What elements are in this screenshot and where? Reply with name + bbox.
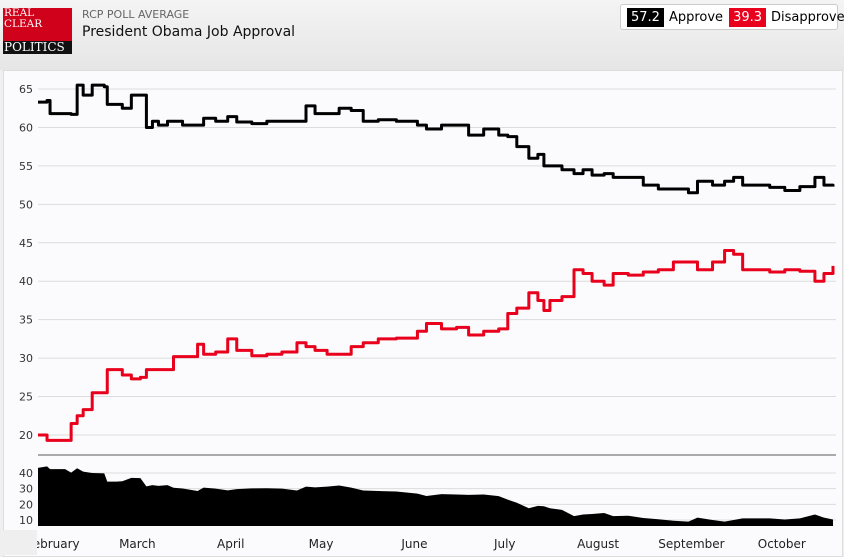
spread-y-tick-label: 10	[19, 514, 33, 527]
plot-area	[3, 70, 843, 557]
x-tick-label: May	[309, 537, 334, 551]
disapprove-value: 39.3	[729, 7, 767, 27]
x-tick-label: March	[119, 537, 156, 551]
spread-y-tick-label: 40	[19, 467, 33, 480]
rcp-logo[interactable]: REAL CLEAR POLITICS	[3, 8, 72, 54]
x-tick-label: February	[26, 537, 79, 551]
chart-title: President Obama Job Approval	[82, 24, 296, 40]
approve-value: 57.2	[627, 7, 664, 27]
y-tick-label: 35	[19, 314, 33, 327]
x-tick-label: October	[758, 537, 806, 551]
y-tick-label: 55	[19, 160, 33, 173]
spread-y-tick-label: 30	[19, 483, 33, 496]
y-tick-label: 50	[19, 198, 33, 211]
approve-label: Approve	[668, 9, 724, 25]
spread-y-tick-label: 20	[19, 498, 33, 511]
logo-line: POLITICS	[3, 41, 72, 54]
x-tick-label: September	[658, 537, 724, 551]
logo-line: REAL	[4, 7, 35, 19]
logo-line: CLEAR	[4, 18, 43, 30]
legend: 57.2 Approve 39.3 Disapprove	[620, 4, 844, 30]
x-tick-label: August	[577, 537, 619, 551]
y-tick-label: 40	[19, 275, 33, 288]
header: REAL CLEAR POLITICS RCP POLL AVERAGE Pres…	[0, 0, 844, 70]
disapprove-label: Disapprove	[771, 9, 844, 25]
left-clip	[0, 530, 37, 555]
approve-line	[38, 83, 835, 195]
x-tick-label: July	[493, 537, 516, 551]
y-tick-label: 25	[19, 391, 33, 404]
y-tick-label: 30	[19, 352, 33, 365]
y-tick-label: 20	[19, 429, 33, 442]
y-tick-label: 65	[19, 83, 33, 96]
subtitle: RCP POLL AVERAGE	[82, 8, 190, 21]
y-tick-label: 60	[19, 121, 33, 134]
y-tick-label: 45	[19, 237, 33, 250]
x-tick-label: June	[400, 537, 427, 551]
x-tick-label: April	[217, 537, 244, 551]
disapprove-line	[38, 248, 835, 442]
spread-area	[38, 466, 833, 526]
